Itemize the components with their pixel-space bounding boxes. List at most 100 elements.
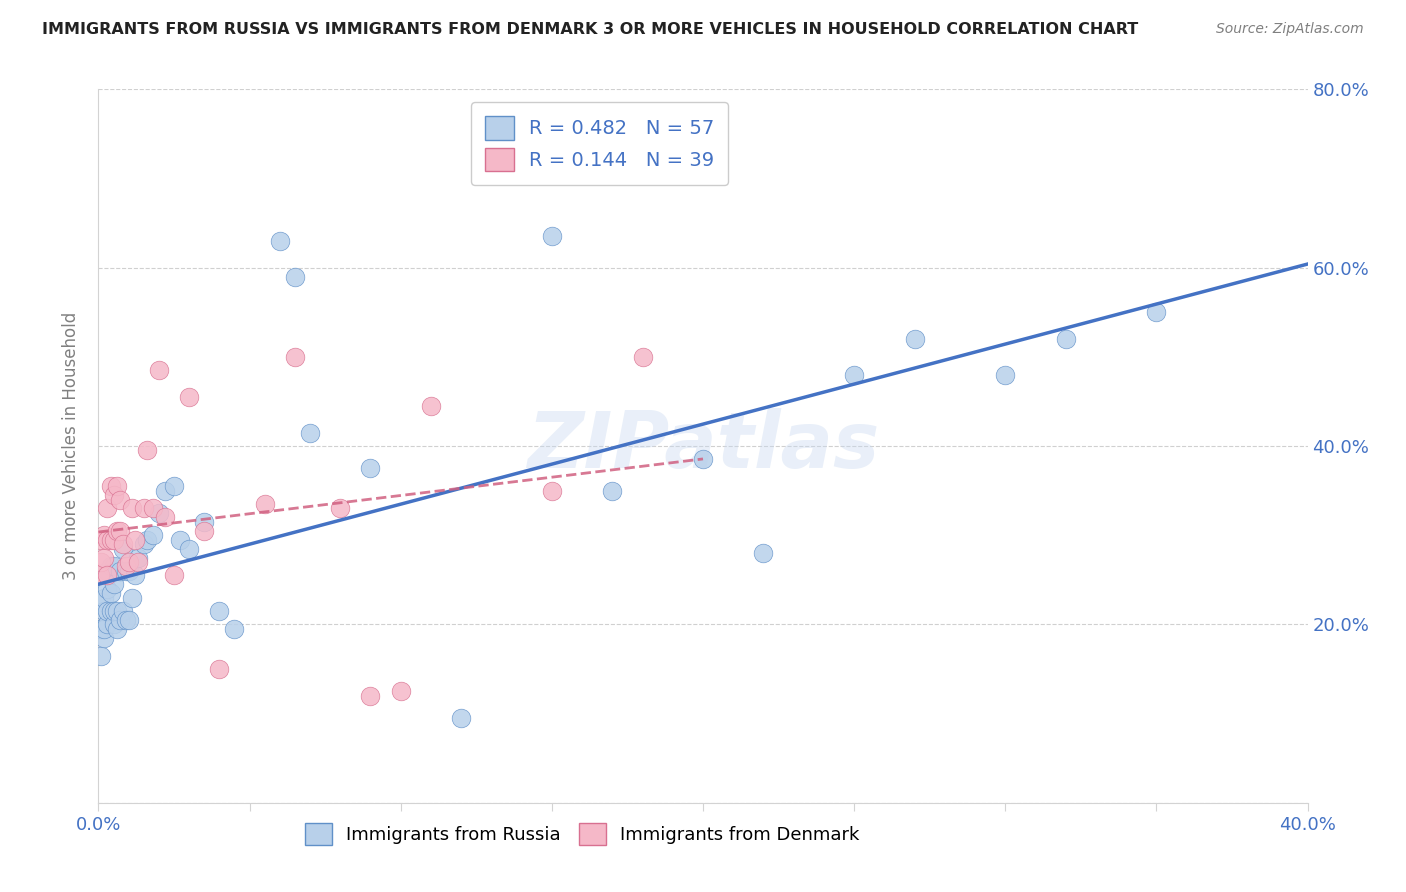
Point [224, 622, 246, 636]
Point [118, 564, 141, 578]
Point [1054, 332, 1077, 346]
Point [169, 533, 191, 547]
Point [90, 533, 112, 547]
Point [105, 524, 128, 538]
Point [100, 604, 122, 618]
Point [93, 528, 115, 542]
Point [142, 528, 165, 542]
Point [389, 684, 412, 698]
Point [135, 533, 157, 547]
Point [193, 524, 215, 538]
Point [692, 452, 714, 467]
Point [299, 425, 322, 440]
Text: Source: ZipAtlas.com: Source: ZipAtlas.com [1216, 22, 1364, 37]
Point [540, 229, 562, 244]
Point [253, 497, 276, 511]
Point [179, 541, 201, 556]
Point [163, 479, 186, 493]
Point [103, 604, 125, 618]
Point [208, 604, 231, 618]
Point [96, 582, 118, 596]
Text: IMMIGRANTS FROM RUSSIA VS IMMIGRANTS FROM DENMARK 3 OR MORE VEHICLES IN HOUSEHOL: IMMIGRANTS FROM RUSSIA VS IMMIGRANTS FRO… [42, 22, 1139, 37]
Point [93, 622, 115, 636]
Point [540, 483, 562, 498]
Point [121, 501, 143, 516]
Point [111, 537, 134, 551]
Point [111, 541, 134, 556]
Point [631, 350, 654, 364]
Legend: Immigrants from Russia, Immigrants from Denmark: Immigrants from Russia, Immigrants from … [292, 811, 872, 858]
Point [105, 479, 128, 493]
Point [114, 559, 136, 574]
Point [153, 510, 176, 524]
Point [163, 568, 186, 582]
Point [148, 506, 170, 520]
Point [118, 555, 141, 569]
Point [124, 533, 146, 547]
Point [103, 488, 125, 502]
Point [111, 604, 134, 618]
Point [124, 568, 146, 582]
Point [105, 622, 128, 636]
Y-axis label: 3 or more Vehicles in Household: 3 or more Vehicles in Household [62, 312, 80, 580]
Point [96, 568, 118, 582]
Point [360, 461, 382, 475]
Point [93, 631, 115, 645]
Point [602, 483, 624, 498]
Point [1144, 305, 1167, 319]
Point [96, 604, 118, 618]
Point [269, 234, 291, 248]
Point [994, 368, 1017, 382]
Point [93, 550, 115, 565]
Point [114, 613, 136, 627]
Point [844, 368, 866, 382]
Point [179, 390, 201, 404]
Point [450, 711, 472, 725]
Point [108, 524, 131, 538]
Point [96, 617, 118, 632]
Point [93, 604, 115, 618]
Point [752, 546, 775, 560]
Point [148, 363, 170, 377]
Point [90, 555, 112, 569]
Point [103, 577, 125, 591]
Point [90, 595, 112, 609]
Point [118, 613, 141, 627]
Point [103, 559, 125, 574]
Point [420, 399, 443, 413]
Point [127, 550, 149, 565]
Point [96, 501, 118, 516]
Point [132, 537, 155, 551]
Point [127, 555, 149, 569]
Point [100, 559, 122, 574]
Point [108, 492, 131, 507]
Point [90, 648, 112, 663]
Point [284, 350, 307, 364]
Point [208, 662, 231, 676]
Point [193, 515, 215, 529]
Point [121, 591, 143, 605]
Point [100, 586, 122, 600]
Point [108, 564, 131, 578]
Point [100, 479, 122, 493]
Point [89, 622, 111, 636]
Point [105, 604, 128, 618]
Point [103, 617, 125, 632]
Point [108, 613, 131, 627]
Point [360, 689, 382, 703]
Point [329, 501, 352, 516]
Point [103, 533, 125, 547]
Point [114, 564, 136, 578]
Point [135, 443, 157, 458]
Point [153, 483, 176, 498]
Point [89, 568, 111, 582]
Point [142, 501, 165, 516]
Point [93, 591, 115, 605]
Point [904, 332, 927, 346]
Point [90, 622, 112, 636]
Text: ZIPatlas: ZIPatlas [527, 408, 879, 484]
Point [132, 501, 155, 516]
Point [284, 269, 307, 284]
Point [96, 564, 118, 578]
Point [96, 533, 118, 547]
